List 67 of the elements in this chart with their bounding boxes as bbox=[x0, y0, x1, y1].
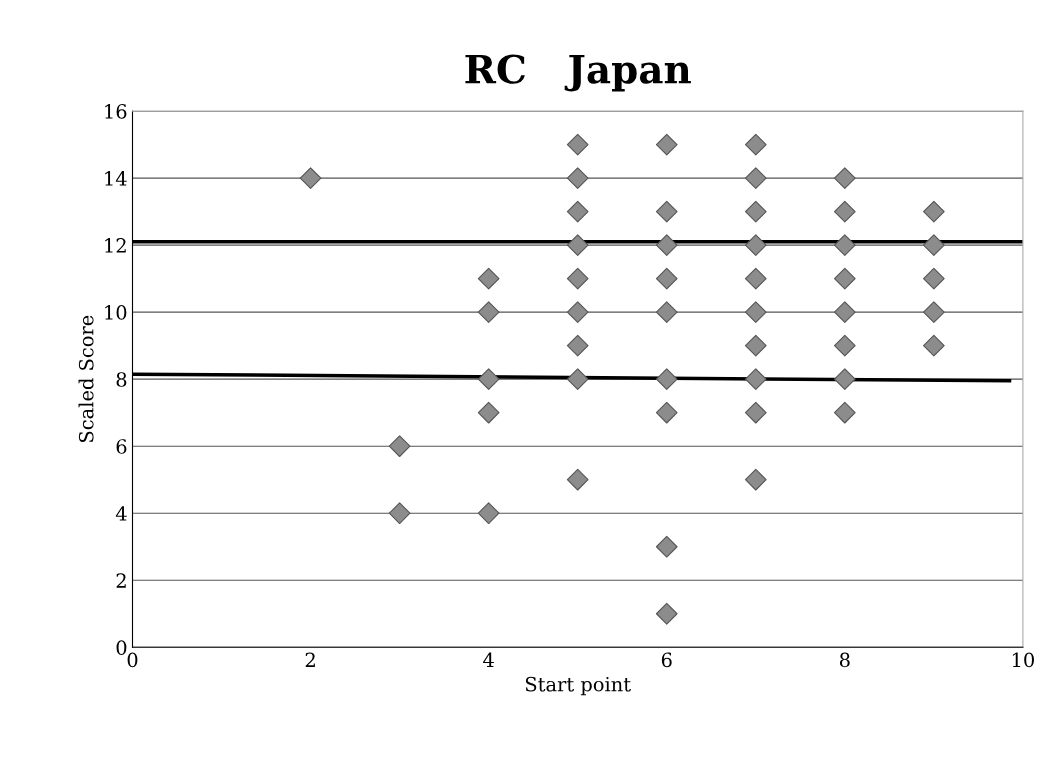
point bbox=[744, 468, 767, 491]
x-tick-label: 8 bbox=[839, 652, 850, 668]
point bbox=[744, 401, 767, 424]
point bbox=[833, 401, 856, 424]
point bbox=[833, 234, 856, 256]
x-axis-title: Start point bbox=[525, 676, 631, 696]
point bbox=[566, 368, 589, 391]
point bbox=[744, 334, 767, 357]
point bbox=[744, 234, 767, 256]
point bbox=[923, 301, 945, 323]
y-tick-label: 0 bbox=[116, 640, 127, 655]
point bbox=[655, 368, 678, 391]
point bbox=[833, 167, 856, 189]
point bbox=[744, 368, 767, 391]
y-tick-label: 4 bbox=[115, 506, 127, 521]
point bbox=[477, 301, 500, 323]
point bbox=[833, 368, 856, 391]
point bbox=[655, 602, 678, 625]
point bbox=[299, 167, 322, 189]
point bbox=[388, 435, 411, 458]
point bbox=[655, 133, 678, 156]
point bbox=[833, 267, 856, 290]
point bbox=[566, 234, 589, 256]
point bbox=[477, 502, 500, 525]
point bbox=[744, 267, 767, 290]
point bbox=[744, 301, 767, 323]
y-tick-label: 8 bbox=[116, 372, 127, 387]
point bbox=[655, 200, 678, 223]
point bbox=[744, 200, 767, 223]
point bbox=[923, 200, 945, 223]
point bbox=[833, 334, 856, 357]
y-tick-label: 16 bbox=[105, 104, 127, 119]
x-tick-label: 4 bbox=[483, 652, 494, 667]
point bbox=[655, 401, 678, 424]
point bbox=[566, 200, 589, 223]
point bbox=[744, 133, 767, 156]
y-tick-label: 12 bbox=[105, 238, 126, 253]
point bbox=[655, 234, 678, 256]
y-tick-label: 6 bbox=[116, 439, 127, 454]
point bbox=[655, 301, 678, 323]
y-tick-label: 10 bbox=[105, 305, 127, 320]
point bbox=[744, 167, 767, 189]
point bbox=[477, 368, 500, 391]
point bbox=[566, 334, 589, 357]
point bbox=[655, 535, 678, 558]
point bbox=[388, 502, 411, 525]
point bbox=[833, 200, 856, 223]
y-tick-label: 14 bbox=[105, 171, 127, 186]
point bbox=[923, 234, 945, 256]
y-tick-label: 2 bbox=[116, 573, 126, 588]
x-tick-label: 2 bbox=[305, 652, 315, 667]
point bbox=[566, 468, 589, 491]
point bbox=[566, 133, 589, 156]
chart-title: RC Japan bbox=[465, 54, 691, 92]
y-axis-title: Scaled Score bbox=[78, 315, 94, 442]
point bbox=[566, 267, 589, 290]
point bbox=[477, 401, 500, 424]
x-tick-label: 6 bbox=[661, 652, 672, 668]
point bbox=[566, 301, 589, 323]
point bbox=[477, 267, 500, 290]
point bbox=[833, 301, 856, 323]
x-tick-label: 10 bbox=[1012, 652, 1034, 668]
point bbox=[655, 267, 678, 290]
point bbox=[923, 334, 945, 357]
x-tick-label: 0 bbox=[127, 652, 138, 668]
point bbox=[923, 267, 945, 290]
point bbox=[566, 167, 589, 189]
